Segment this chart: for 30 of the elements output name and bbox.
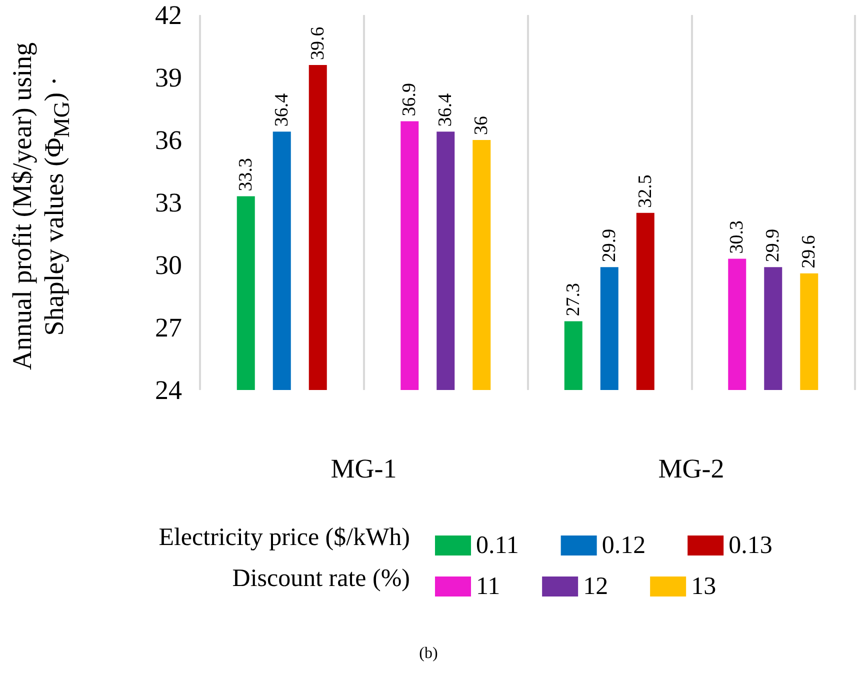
data-label: 30.3 (726, 220, 748, 254)
y-tick-label: 24 (155, 375, 182, 405)
text: Discount rate (%) (232, 565, 410, 592)
y-tick-label: 33 (155, 188, 182, 218)
y-tick-label: 39 (155, 62, 182, 92)
legend-label: 0.12 (602, 532, 646, 559)
y-tick-label: 42 (155, 0, 182, 30)
y-tick-label: 30 (155, 250, 182, 280)
data-label: 36.9 (399, 83, 420, 116)
x-tick-label: MG-1 (330, 454, 397, 484)
legend-label: 11 (476, 573, 500, 600)
data-label: 29.9 (598, 228, 620, 262)
data-label: 39.6 (307, 26, 328, 60)
text: Electricity price ($/kWh) (158, 524, 410, 551)
data-label: 29.9 (762, 228, 784, 262)
text: (b) (418, 645, 439, 663)
data-label: 33.3 (235, 158, 256, 192)
data-label: 36 (471, 116, 492, 135)
y-tick-label: 27 (155, 312, 182, 342)
data-label: 27.3 (562, 283, 584, 316)
legend-label: 12 (583, 573, 608, 600)
y-tick-label: 36 (155, 125, 182, 155)
data-label: 36.4 (435, 92, 456, 127)
legend-label: 0.13 (728, 532, 772, 559)
legend-label: 0.11 (476, 532, 519, 559)
legend-label: 13 (691, 573, 716, 600)
data-label: 32.5 (634, 174, 656, 208)
x-tick-label: MG-2 (658, 454, 724, 484)
data-label: 29.6 (798, 235, 820, 268)
data-label: 36.4 (271, 92, 292, 127)
